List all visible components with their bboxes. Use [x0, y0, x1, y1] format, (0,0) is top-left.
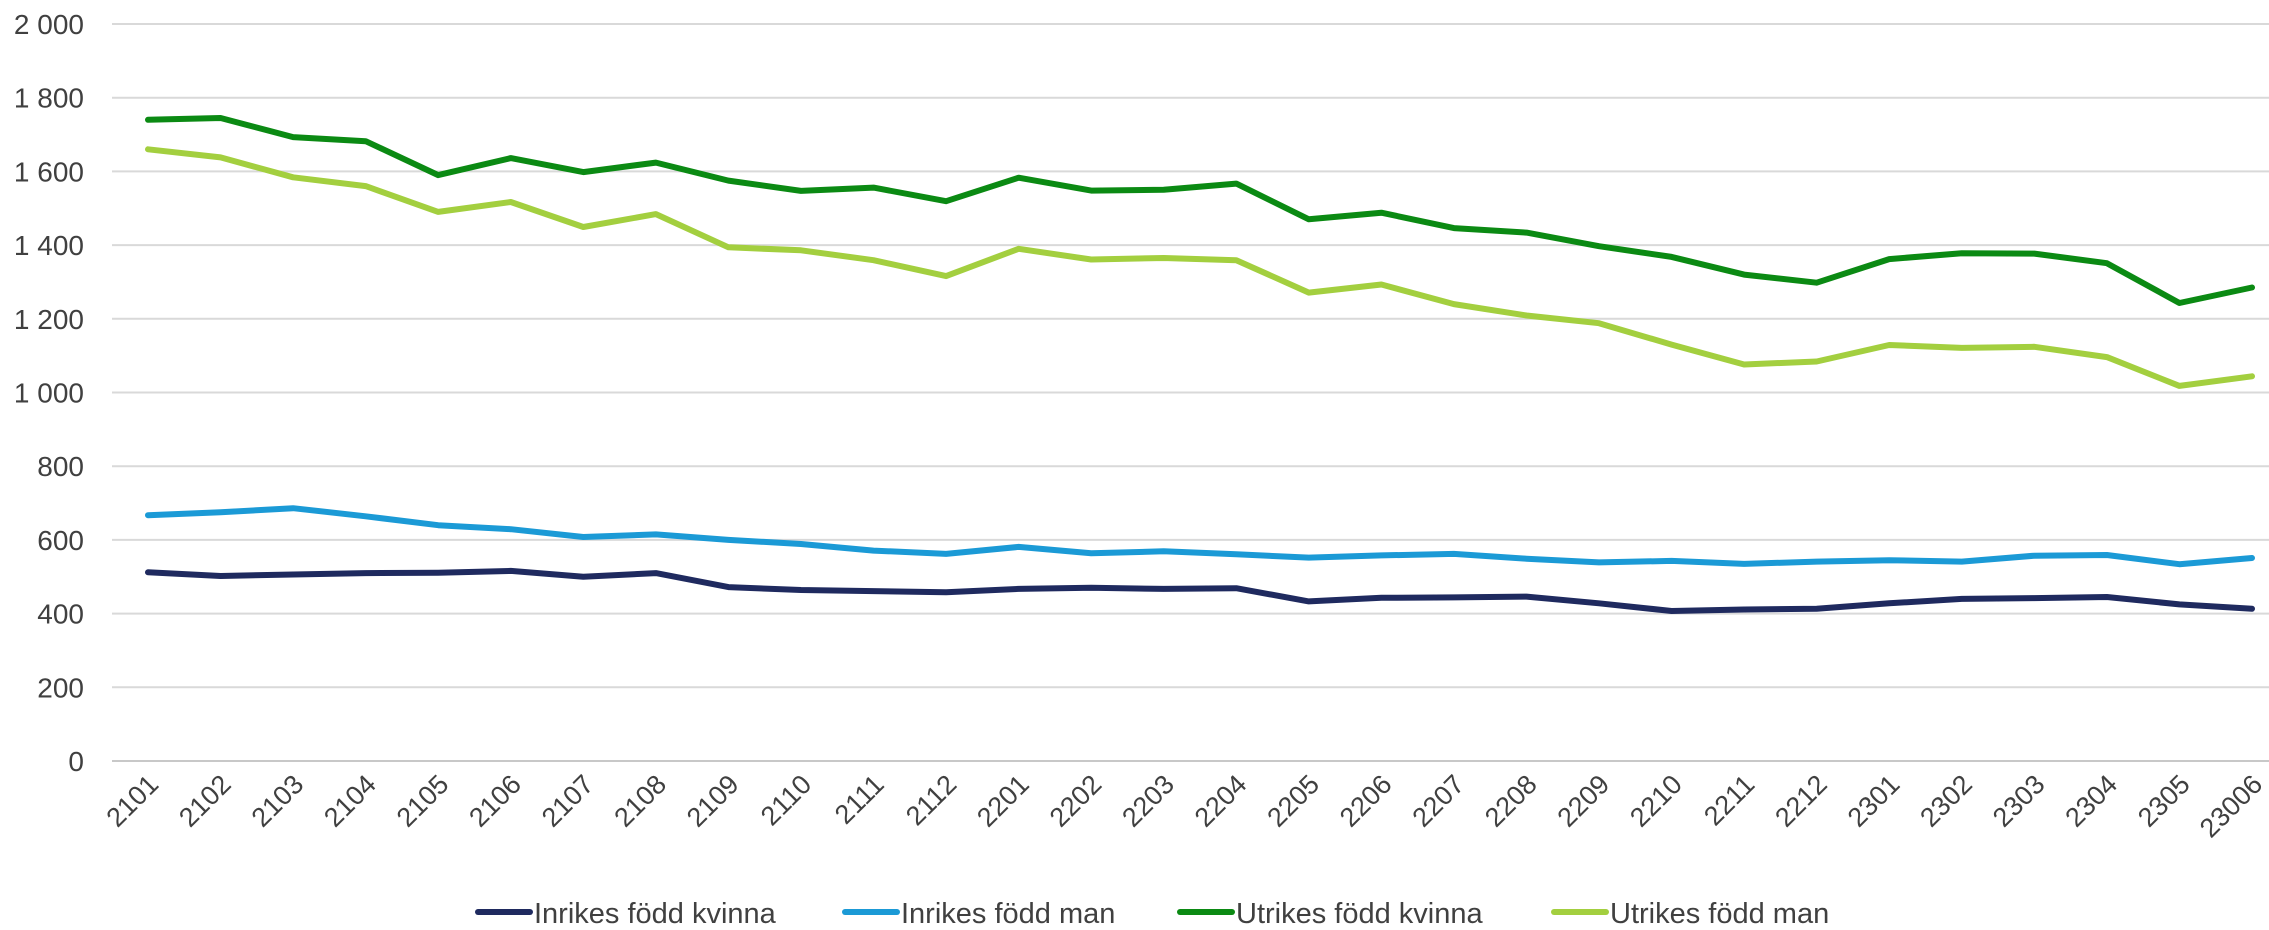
x-tick-label: 2104 — [318, 769, 382, 833]
y-tick-label: 2 000 — [14, 9, 84, 40]
x-tick-label: 2207 — [1406, 769, 1470, 833]
x-tick-label: 2301 — [1842, 769, 1906, 833]
y-tick-label: 0 — [68, 746, 84, 777]
x-tick-label: 2110 — [755, 769, 817, 831]
series-lines — [145, 115, 2255, 614]
x-tick-label: 2108 — [608, 769, 672, 833]
y-tick-label: 200 — [37, 672, 84, 703]
x-tick-label: 2109 — [681, 769, 745, 833]
x-tick-label: 2202 — [1044, 769, 1108, 833]
x-tick-label: 2210 — [1624, 769, 1688, 833]
series-line-3 — [145, 115, 2255, 306]
x-tick-label: 2305 — [2132, 769, 2196, 833]
y-tick-label: 1 800 — [14, 83, 84, 114]
gridlines — [112, 23, 2269, 762]
x-tick-label: 2112 — [900, 769, 962, 831]
x-tick-label: 2102 — [173, 769, 237, 833]
x-tick-label: 2206 — [1334, 769, 1398, 833]
y-tick-label: 400 — [37, 599, 84, 630]
x-tick-label: 2201 — [971, 769, 1035, 833]
x-tick-label: 2107 — [536, 769, 600, 833]
legend-label: Utrikes född kvinna — [1236, 898, 1483, 925]
x-tick-label: 2209 — [1552, 769, 1616, 833]
x-tick-label: 2111 — [829, 769, 890, 830]
x-tick-label: 2105 — [391, 769, 455, 833]
x-tick-label: 2101 — [101, 769, 165, 833]
y-tick-label: 1 600 — [14, 156, 84, 187]
series-line-4 — [145, 146, 2255, 389]
y-tick-label: 1 200 — [14, 304, 84, 335]
legend-label: Inrikes född kvinna — [534, 898, 777, 925]
series-line-1 — [145, 567, 2255, 614]
y-tick-label: 800 — [37, 451, 84, 482]
x-tick-label: 2204 — [1189, 769, 1253, 833]
x-tick-label: 2205 — [1261, 769, 1325, 833]
y-tick-label: 1 000 — [14, 378, 84, 409]
x-tick-label: 23006 — [2194, 769, 2268, 843]
x-tick-label: 2203 — [1116, 769, 1180, 833]
x-tick-label: 2106 — [463, 769, 527, 833]
x-tick-label: 2212 — [1769, 769, 1833, 833]
y-tick-label: 600 — [37, 525, 84, 556]
x-tick-label: 2208 — [1479, 769, 1543, 833]
x-tick-label: 2302 — [1914, 769, 1978, 833]
x-axis-ticks: 2101 2102 2103 2104 2105 2106 2107 2108 2109 2110… — [101, 769, 2269, 843]
y-tick-label: 1 400 — [14, 230, 84, 261]
legend-label: Utrikes född man — [1610, 898, 1829, 925]
x-tick-label: 2303 — [1987, 769, 2051, 833]
x-tick-label: 2103 — [246, 769, 310, 833]
y-axis-ticks: 0 200 400 600 800 1 000 1 200 1 400 1 600 1 800 2 … — [14, 9, 84, 777]
x-tick-label: 2304 — [2059, 769, 2123, 833]
legend-label: Inrikes född man — [901, 898, 1115, 925]
series-line-2 — [145, 505, 2255, 568]
x-tick-label: 2211 — [1698, 769, 1760, 831]
legend: Inrikes född kvinna Inrikes född man Utrik… — [475, 898, 1829, 930]
